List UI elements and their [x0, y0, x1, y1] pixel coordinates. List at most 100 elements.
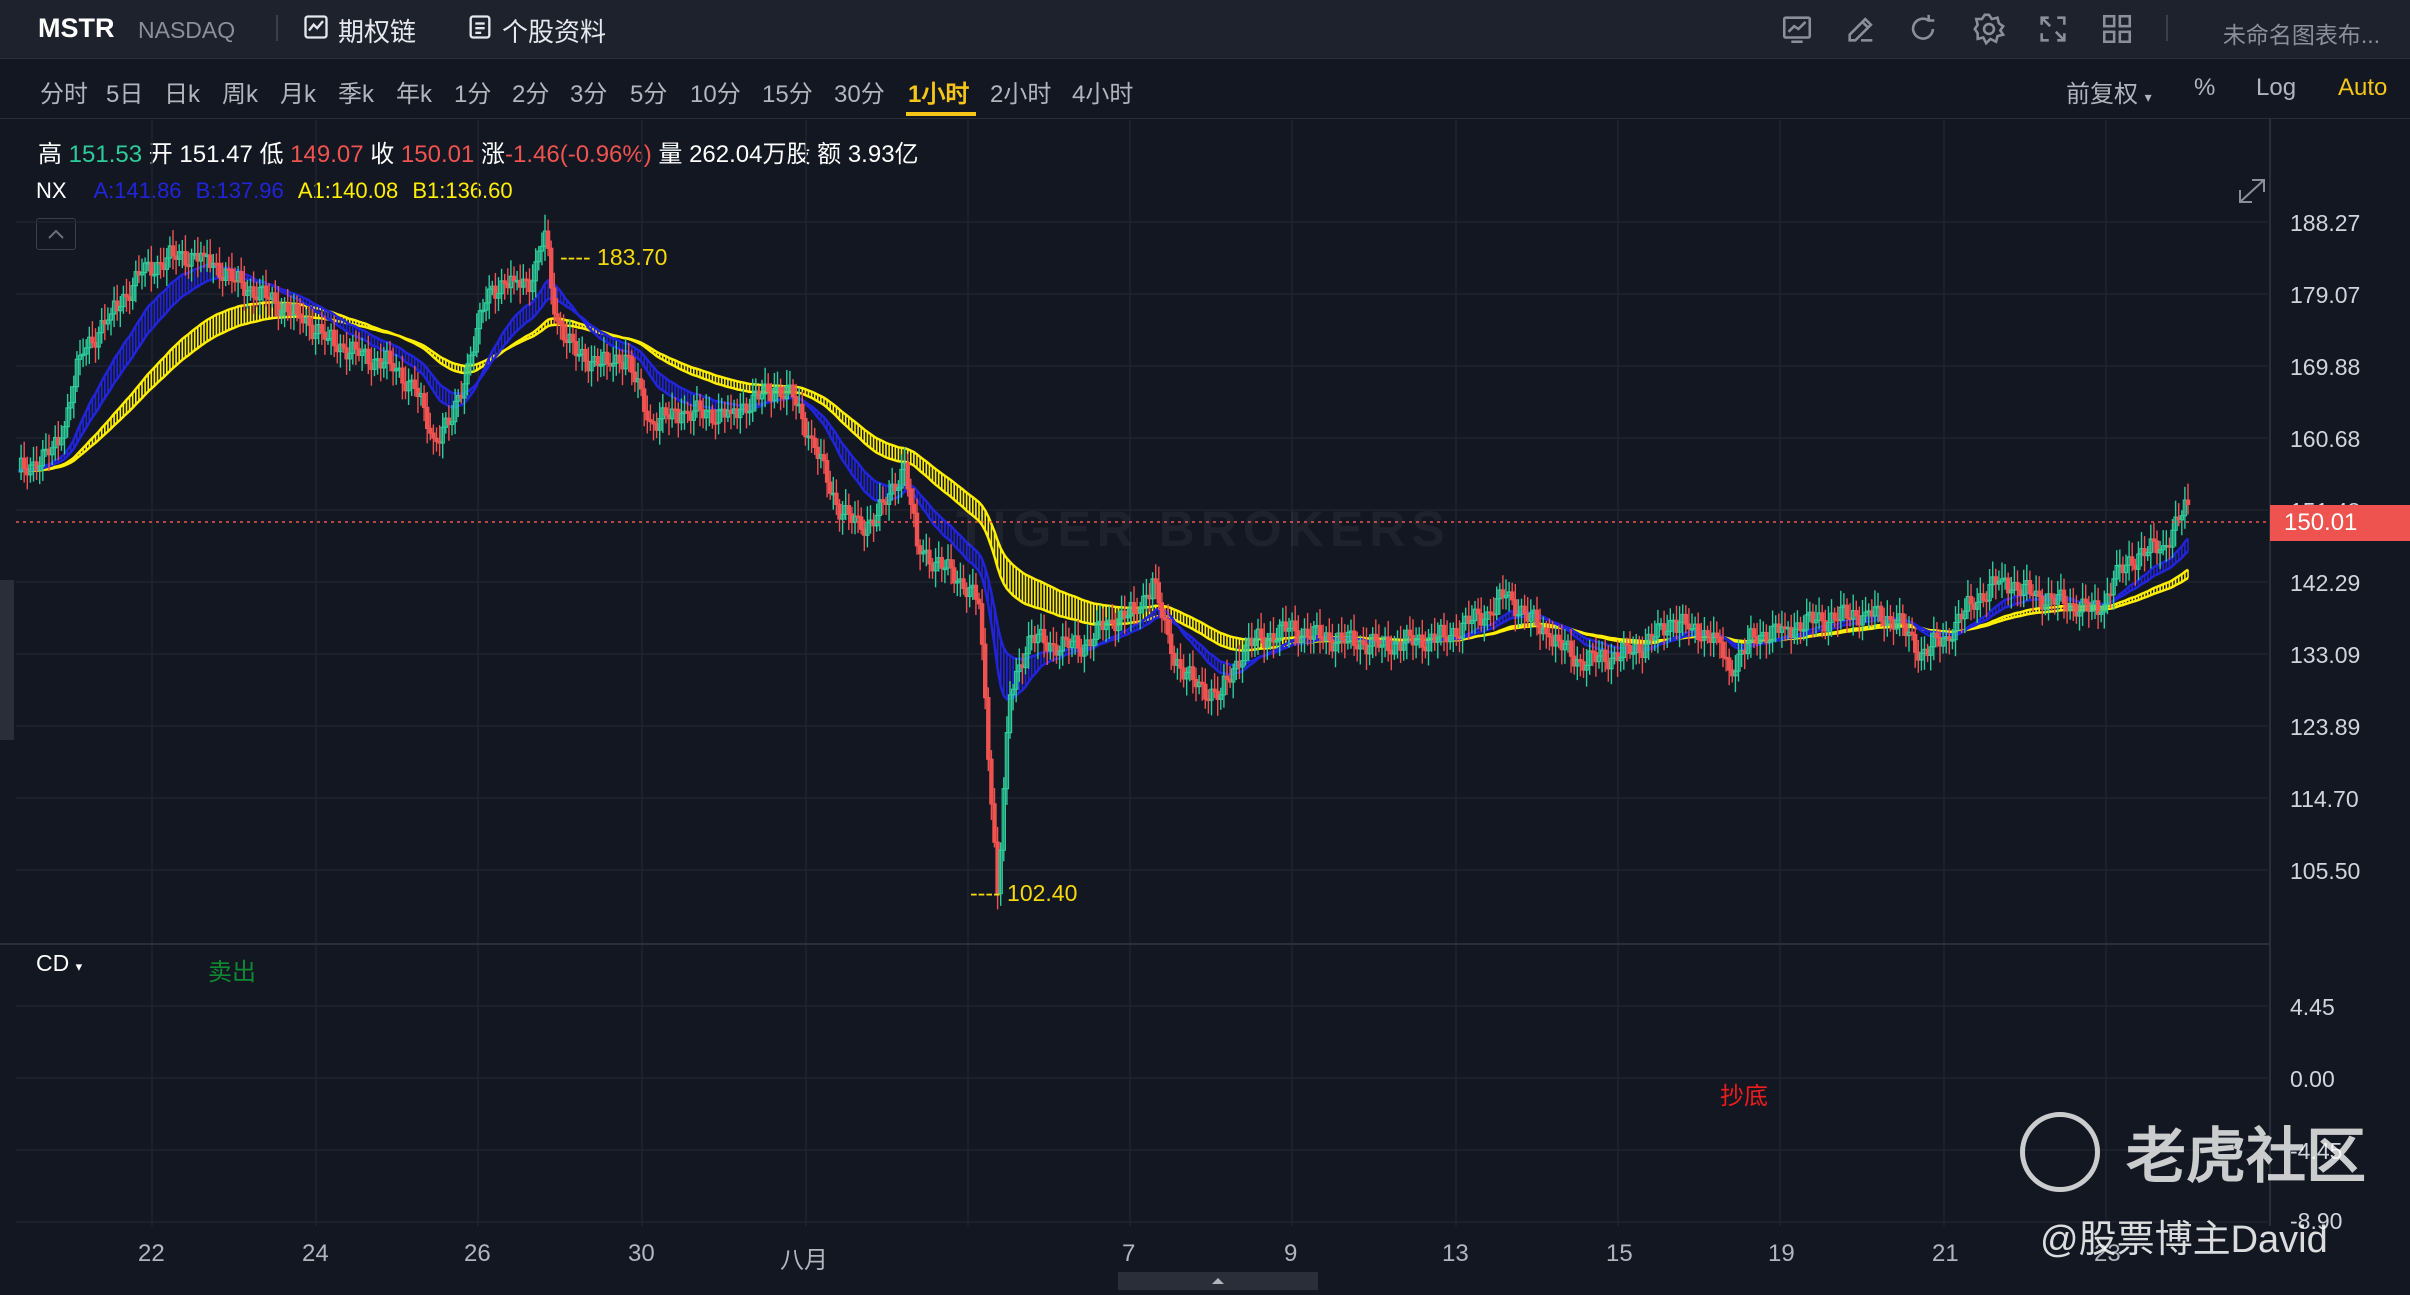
low-label: 低: [259, 141, 284, 168]
price-adjust-dropdown[interactable]: 前复权 ▾: [2066, 74, 2152, 109]
candle: [198, 241, 204, 273]
candle-body: [1001, 788, 1007, 851]
timeframe-tab[interactable]: 15分: [762, 81, 813, 108]
candle-body: [279, 310, 284, 317]
candle-body: [1283, 621, 1289, 632]
candle: [703, 394, 709, 431]
candle-body: [793, 396, 799, 406]
candle: [2114, 550, 2119, 586]
draw-tool-icon[interactable]: [1844, 12, 1878, 46]
candle-body: [1190, 666, 1196, 681]
stock-profile-button[interactable]: 个股资料: [466, 12, 606, 49]
timeframe-tab[interactable]: 2小时: [990, 81, 1052, 108]
candle: [499, 268, 504, 304]
candle-body: [1810, 611, 1816, 624]
options-chain-label: 期权链: [338, 17, 417, 47]
chart-type-icon[interactable]: [1780, 12, 1814, 46]
candle: [1209, 679, 1214, 716]
timeframe-tab[interactable]: 年k: [396, 81, 432, 108]
timeframe-tab[interactable]: 4小时: [1072, 81, 1134, 108]
candle-body: [2102, 604, 2107, 613]
candle: [1069, 633, 1075, 658]
candle-body: [651, 420, 656, 425]
candle: [1826, 606, 1831, 646]
timeframe-tab[interactable]: 30分: [834, 81, 885, 108]
candle-body: [1367, 645, 1372, 655]
candle: [1590, 642, 1595, 667]
timeframe-tab[interactable]: 日k: [164, 81, 200, 108]
timeframe-tab[interactable]: 周k: [222, 81, 258, 108]
candle-body: [1745, 641, 1750, 655]
timeframe-tab[interactable]: 2分: [512, 81, 550, 108]
candle-body: [1860, 615, 1865, 626]
log-toggle[interactable]: Log: [2256, 74, 2297, 101]
refresh-icon[interactable]: [1906, 12, 1940, 46]
candle-body: [1103, 622, 1109, 631]
timeframe-tab-active[interactable]: 1小时: [908, 81, 970, 108]
side-panel-handle[interactable]: [0, 580, 14, 740]
candle-body: [1974, 601, 1980, 610]
candle-body: [124, 293, 129, 298]
candle-body: [1996, 581, 2002, 585]
candle-body: [1962, 610, 1967, 620]
candle-body: [130, 285, 135, 301]
candle-body: [1863, 611, 1868, 617]
candle-body: [927, 549, 932, 565]
timeframe-tab[interactable]: 5日: [106, 81, 144, 108]
candle: [279, 298, 284, 325]
candle-body: [2182, 499, 2188, 517]
timeframe-tab[interactable]: 5分: [630, 81, 668, 108]
candle: [2151, 522, 2157, 553]
timeframe-tab[interactable]: 季k: [338, 81, 374, 108]
timeframe-tab[interactable]: 分时: [40, 81, 88, 108]
ticker-symbol[interactable]: MSTR: [38, 13, 115, 43]
candle-body: [914, 512, 920, 547]
candle: [49, 440, 55, 466]
candle-body: [2099, 611, 2104, 615]
candle: [617, 349, 622, 374]
timeline-scroll-handle[interactable]: [1118, 1272, 1318, 1290]
options-chain-button[interactable]: 期权链: [302, 12, 416, 49]
collapse-legend-button[interactable]: [36, 218, 76, 250]
candle-body: [982, 643, 988, 699]
candle-body: [170, 245, 176, 257]
candle: [790, 379, 796, 412]
candle: [1454, 614, 1459, 646]
candle-body: [2148, 538, 2153, 554]
timeframe-tab[interactable]: 10分: [690, 81, 741, 108]
candle: [406, 368, 411, 406]
candle: [1556, 625, 1561, 649]
timeframe-tab[interactable]: 月k: [280, 81, 316, 108]
fullscreen-icon[interactable]: [2036, 12, 2070, 46]
candle-body: [105, 319, 111, 325]
layout-grid-icon[interactable]: [2100, 12, 2134, 46]
candle: [477, 302, 483, 345]
timeframe-tab[interactable]: 1分: [454, 81, 492, 108]
candle-body: [332, 329, 337, 347]
candle-body: [1048, 643, 1053, 652]
candle: [462, 367, 467, 415]
candle-body: [483, 302, 489, 311]
candle: [1637, 635, 1642, 664]
candle: [1475, 598, 1481, 630]
timeframe-tab[interactable]: 3分: [570, 81, 608, 108]
settings-icon[interactable]: [1972, 12, 2006, 46]
indicator-name[interactable]: NX: [36, 178, 67, 203]
candle: [65, 393, 70, 438]
candle-body: [809, 435, 814, 439]
candle-body: [1993, 576, 1998, 585]
candle: [1432, 617, 1437, 651]
percent-toggle[interactable]: %: [2194, 74, 2216, 101]
layout-name[interactable]: 未命名图表布...: [2222, 22, 2380, 48]
candle: [589, 345, 594, 387]
candle-body: [610, 362, 616, 367]
candle-body: [533, 261, 538, 282]
auto-scale-toggle[interactable]: Auto: [2338, 74, 2388, 101]
candle: [1472, 600, 1478, 634]
candle-body: [1041, 628, 1047, 644]
candle: [319, 311, 325, 345]
sub-indicator-dropdown[interactable]: CD ▾: [36, 950, 82, 977]
candle-body: [1683, 613, 1688, 625]
document-icon: [466, 13, 494, 48]
